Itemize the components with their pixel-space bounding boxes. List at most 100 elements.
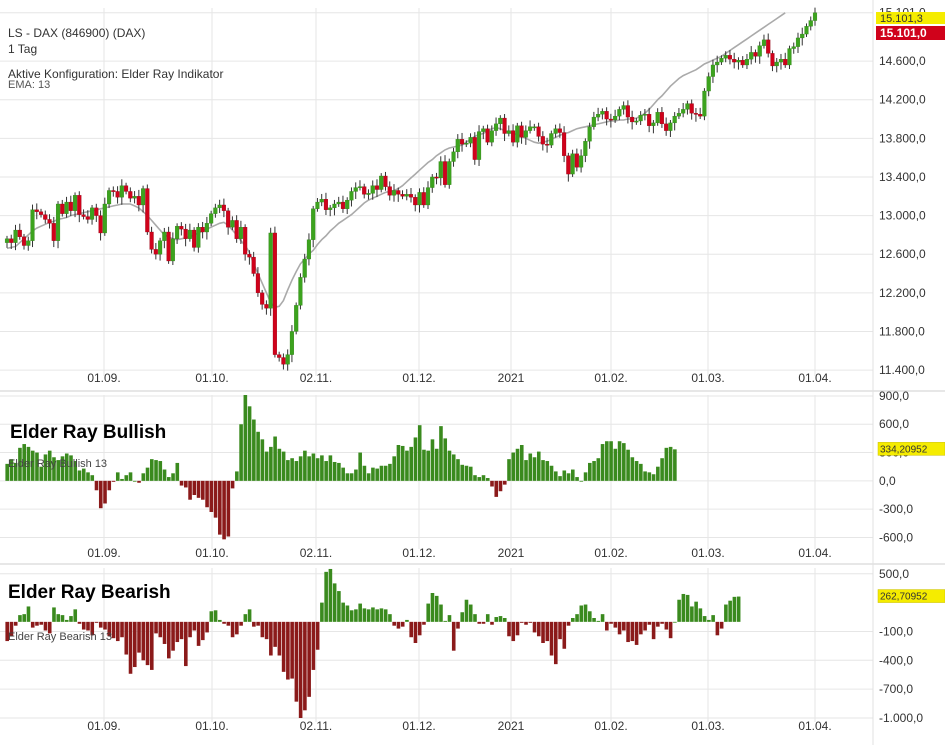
candle-body: [642, 114, 647, 116]
bullish-bar: [400, 445, 405, 481]
bullish-bar: [39, 466, 44, 481]
bullish-bar: [141, 473, 146, 481]
bullish-bar: [120, 478, 124, 481]
bearish-bar: [681, 593, 686, 622]
bearish-bar: [162, 621, 167, 644]
bullish-x-tick-label: 01.12.: [402, 546, 435, 560]
bullish-bar: [362, 465, 367, 481]
bullish-bar: [18, 447, 22, 481]
bullish-bar: [264, 451, 269, 481]
candle-body: [285, 354, 290, 365]
bullish-bar: [35, 452, 39, 481]
bearish-bar: [337, 591, 341, 622]
candle-body: [757, 45, 762, 57]
candle-body: [702, 90, 707, 117]
candle-body: [481, 128, 486, 132]
candle-body: [676, 113, 681, 117]
bearish-bar: [490, 621, 494, 625]
candle-body: [783, 59, 788, 66]
bullish-bar: [588, 462, 592, 481]
candle-body: [574, 153, 579, 168]
bearish-bar: [273, 621, 277, 647]
bearish-bar: [434, 595, 439, 622]
bearish-bar: [400, 621, 405, 627]
bearish-bar: [324, 571, 328, 622]
bullish-x-tick-label: 01.03.: [691, 546, 724, 560]
bearish-bar: [77, 621, 82, 624]
bearish-bar: [736, 596, 741, 622]
price-y-tick-label: 11.400,0: [879, 363, 925, 377]
bearish-bar: [39, 621, 44, 625]
candle-body: [655, 112, 660, 124]
candle-body: [72, 195, 78, 211]
bullish-bar: [247, 406, 252, 481]
bearish-indicator-label: Elder Ray Bearish 13: [8, 631, 112, 643]
candle-body: [136, 196, 141, 206]
bullish-bar: [107, 480, 112, 491]
candle-body: [302, 258, 307, 278]
bearish-bar: [269, 621, 273, 656]
bearish-bar: [579, 605, 584, 622]
candle-body: [664, 123, 669, 131]
candle-body: [464, 143, 469, 145]
price-x-tick-label: 01.10.: [195, 371, 228, 385]
candle-body: [579, 155, 584, 168]
candle-body: [119, 185, 124, 198]
bullish-bar: [524, 460, 528, 481]
bearish-bar: [260, 621, 265, 638]
bearish-bar: [277, 621, 282, 656]
bullish-bar: [626, 449, 630, 481]
bearish-bar: [86, 621, 90, 631]
bearish-bar: [464, 599, 469, 622]
bullish-bar: [167, 477, 171, 481]
candle-body: [672, 115, 677, 124]
bearish-bar: [502, 618, 507, 622]
bearish-bar: [702, 616, 707, 622]
bullish-y-tick-label: -600,0: [879, 530, 913, 544]
candle-body: [311, 208, 316, 240]
bullish-bar: [332, 461, 337, 481]
candle-body: [98, 215, 103, 234]
candle-body: [370, 185, 375, 194]
candle-body: [787, 48, 792, 66]
last-close-badge: [876, 26, 945, 40]
bullish-bar: [260, 439, 265, 481]
candle-body: [328, 207, 333, 210]
bullish-bar: [230, 480, 235, 489]
bearish-bar: [184, 621, 188, 667]
bearish-bar: [124, 621, 129, 655]
bearish-bar: [56, 614, 61, 622]
bullish-bar: [477, 477, 482, 481]
bearish-bar: [371, 607, 375, 622]
bullish-bar: [417, 425, 422, 481]
bullish-bar: [132, 480, 137, 482]
candle-body: [634, 120, 639, 123]
bearish-bar: [307, 621, 311, 697]
bullish-bar: [73, 461, 78, 481]
bearish-bar: [103, 621, 107, 630]
bullish-bar: [609, 441, 613, 481]
bearish-bar: [256, 621, 260, 626]
bearish-bar: [643, 621, 647, 631]
bearish-bar: [218, 619, 222, 622]
candle-body: [715, 61, 720, 66]
candle-body: [596, 114, 601, 118]
candle-body: [170, 238, 175, 262]
bearish-bar: [536, 621, 541, 637]
bullish-bar: [511, 452, 516, 481]
bullish-bar: [562, 470, 567, 481]
bullish-x-tick-label: 02.11.: [300, 546, 332, 560]
candle-body: [21, 236, 27, 246]
price-y-tick-label: 13.400,0: [879, 170, 926, 184]
bearish-bar: [22, 614, 27, 622]
bullish-bar: [549, 465, 554, 481]
candle-body: [766, 39, 771, 54]
bearish-bar: [18, 615, 22, 622]
candle-body: [489, 130, 494, 143]
bearish-bar: [332, 583, 337, 622]
bearish-bar: [481, 621, 486, 624]
bullish-bar: [94, 480, 99, 491]
bullish-bar: [566, 473, 571, 481]
candle-body: [221, 204, 226, 211]
